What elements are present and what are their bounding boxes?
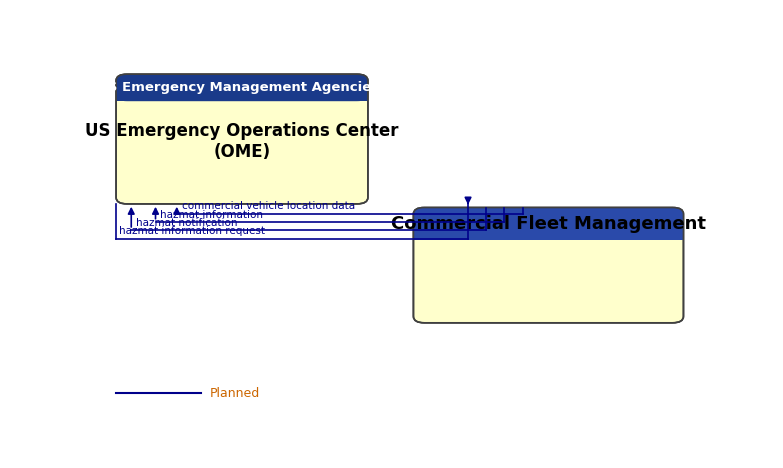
FancyBboxPatch shape bbox=[413, 207, 684, 323]
Text: hazmat notification: hazmat notification bbox=[136, 218, 237, 228]
Text: US Emergency Management Agencie...: US Emergency Management Agencie... bbox=[97, 81, 387, 94]
Bar bbox=[413, 224, 684, 240]
Bar bbox=[116, 88, 368, 101]
Text: hazmat information: hazmat information bbox=[161, 210, 263, 220]
Text: commercial vehicle location data: commercial vehicle location data bbox=[182, 202, 355, 212]
Text: Commercial Fleet Management: Commercial Fleet Management bbox=[391, 215, 706, 233]
FancyBboxPatch shape bbox=[413, 207, 684, 240]
FancyBboxPatch shape bbox=[116, 74, 368, 204]
Text: hazmat information request: hazmat information request bbox=[119, 227, 265, 236]
Text: US Emergency Operations Center
(OME): US Emergency Operations Center (OME) bbox=[85, 122, 399, 161]
Text: Planned: Planned bbox=[210, 387, 261, 400]
FancyBboxPatch shape bbox=[116, 74, 368, 101]
